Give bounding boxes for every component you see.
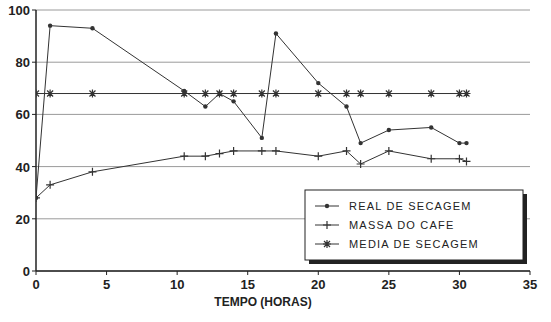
data-point [455, 155, 463, 163]
grid-line [36, 10, 530, 11]
data-point [314, 152, 322, 160]
data-point [358, 141, 362, 145]
data-point [36, 90, 40, 98]
series-line [36, 93, 466, 94]
data-point [46, 181, 54, 189]
chart: 0 20 40 60 80 100 0 5 10 15 20 25 30 35 TEMPO (HORAS) R… [0, 0, 551, 322]
data-point [385, 90, 393, 98]
y-tick-label: 80 [16, 55, 30, 70]
series-line [36, 26, 466, 198]
data-point [357, 90, 365, 98]
data-point [462, 90, 470, 98]
legend-marker [323, 240, 331, 248]
x-tick-label: 5 [103, 277, 110, 292]
x-tick-label: 30 [452, 277, 466, 292]
x-axis-line [36, 270, 530, 272]
grid-line [36, 114, 530, 115]
legend-marker [323, 221, 331, 229]
data-point [357, 160, 365, 168]
y-tick-label: 60 [16, 107, 30, 122]
y-tick-label: 20 [16, 212, 30, 227]
data-point [272, 90, 280, 98]
y-axis: 0 20 40 60 80 100 [8, 3, 530, 279]
data-point [274, 31, 278, 35]
legend-label: REAL DE SECAGEM [349, 200, 472, 212]
data-point [457, 141, 461, 145]
data-point [201, 152, 209, 160]
data-point [231, 99, 235, 103]
data-point [427, 90, 435, 98]
data-point [387, 128, 391, 132]
legend-box [305, 190, 523, 260]
data-point [230, 90, 238, 98]
data-point [462, 157, 470, 165]
data-point [215, 150, 223, 158]
data-point [90, 26, 94, 30]
data-point [48, 23, 52, 27]
plot-data [36, 23, 470, 201]
y-tick-label: 100 [8, 3, 30, 18]
grid-line [36, 166, 530, 167]
grid-line [36, 62, 530, 63]
data-point [258, 90, 266, 98]
data-point [429, 125, 433, 129]
data-point [314, 90, 322, 98]
y-axis-line [35, 10, 37, 271]
data-point [46, 90, 54, 98]
data-point [427, 155, 435, 163]
x-tick-label: 35 [523, 277, 537, 292]
data-point [343, 147, 351, 155]
data-point [385, 147, 393, 155]
data-point [464, 141, 468, 145]
data-point [180, 90, 188, 98]
grid-line [36, 271, 530, 272]
data-point [203, 104, 207, 108]
x-axis: 0 5 10 15 20 25 30 35 [32, 271, 537, 292]
data-point [260, 136, 264, 140]
legend-label: MASSA DO CAFE [349, 219, 454, 231]
x-tick-label: 25 [382, 277, 396, 292]
data-point [272, 147, 280, 155]
data-point [258, 147, 266, 155]
x-axis-label: TEMPO (HORAS) [214, 295, 311, 309]
data-point [36, 194, 40, 202]
legend: REAL DE SECAGEM MASSA DO CAFE MEDIA DE SEC… [305, 190, 527, 264]
data-point [180, 152, 188, 160]
x-tick-label: 15 [240, 277, 254, 292]
x-tick-label: 0 [32, 277, 39, 292]
y-tick-label: 0 [23, 264, 30, 279]
data-point [343, 90, 351, 98]
data-point [88, 168, 96, 176]
data-point [88, 90, 96, 98]
data-point [455, 90, 463, 98]
legend-marker [325, 204, 329, 208]
data-point [344, 104, 348, 108]
data-point [215, 90, 223, 98]
x-tick-label: 10 [170, 277, 184, 292]
x-tick-label: 20 [311, 277, 325, 292]
data-point [316, 81, 320, 85]
data-point [230, 147, 238, 155]
y-tick-label: 40 [16, 160, 30, 175]
data-point [201, 90, 209, 98]
legend-label: MEDIA DE SECAGEM [349, 238, 479, 250]
